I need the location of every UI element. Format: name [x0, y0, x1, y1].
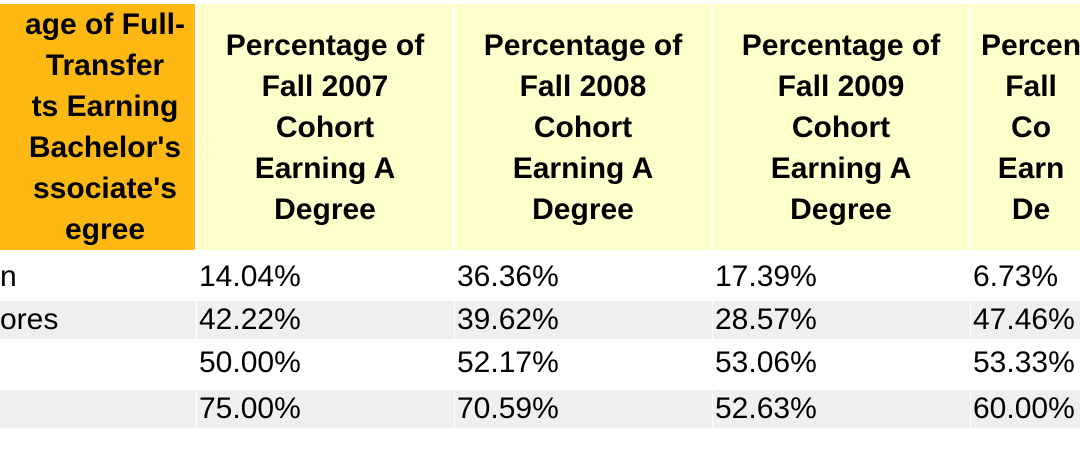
table-cell: 70.59%	[457, 392, 559, 425]
header-fall-2008: Percentage of Fall 2008 Cohort Earning A…	[455, 4, 711, 250]
table-cell: 50.00%	[199, 346, 301, 379]
table-cell: 42.22%	[199, 303, 301, 336]
column-divider	[196, 250, 197, 434]
header-line: Degree	[532, 192, 634, 226]
column-divider	[454, 250, 455, 434]
table-row: 50.00% 52.17% 53.06% 53.33%	[0, 344, 1080, 382]
header-line: Degree	[790, 192, 892, 226]
header-line: Degree	[274, 192, 376, 226]
header-line: Earning A	[254, 151, 396, 185]
header-line: Cohort	[533, 110, 633, 144]
table-row: 75.00% 70.59% 52.63% 60.00%	[0, 390, 1080, 428]
header-line: Cohort	[791, 110, 891, 144]
table-row: ores 42.22% 39.62% 28.57% 47.46%	[0, 301, 1080, 339]
header-line: Percentage of	[225, 28, 425, 62]
header-first-line: ts Earning	[31, 90, 179, 123]
header-fall-2010-partial: Percen Fall Co Earn De	[971, 4, 1080, 250]
header-fall-2007: Percentage of Fall 2007 Cohort Earning A…	[197, 4, 453, 250]
table-cell: 75.00%	[199, 392, 301, 425]
table-cell: 60.00%	[973, 392, 1075, 425]
table-cell: 17.39%	[715, 260, 817, 293]
header-first-line: Bachelor's	[28, 131, 182, 164]
table-cell: 52.63%	[715, 392, 817, 425]
header-line: Percentage of	[741, 28, 941, 62]
header-fall-2009: Percentage of Fall 2009 Cohort Earning A…	[713, 4, 969, 250]
table-cell: 14.04%	[199, 260, 301, 293]
table-cell: 52.17%	[457, 346, 559, 379]
header-line: Earning A	[512, 151, 654, 185]
row-label	[0, 344, 190, 382]
column-divider	[712, 250, 713, 434]
table-row: n 14.04% 36.36% 17.39% 6.73%	[0, 258, 1080, 296]
header-line: De	[1011, 192, 1051, 226]
header-first-column: age of Full- Transfer ts Earning Bachelo…	[0, 4, 195, 250]
header-first-line: ssociate's	[33, 172, 177, 205]
header-first-line: age of Full-	[25, 8, 185, 41]
table-cell: 36.36%	[457, 260, 559, 293]
row-label: n	[0, 260, 17, 293]
header-line: Percen	[981, 28, 1080, 62]
header-line: Fall	[1005, 69, 1057, 103]
header-line: Cohort	[275, 110, 375, 144]
header-line: Fall 2007	[261, 69, 389, 103]
header-line: Earning A	[770, 151, 912, 185]
table-cell: 39.62%	[457, 303, 559, 336]
row-label: ores	[0, 303, 59, 336]
table-cell: 47.46%	[973, 303, 1075, 336]
table-cell: 28.57%	[715, 303, 817, 336]
column-divider	[970, 250, 971, 434]
row-label	[0, 390, 190, 428]
header-line: Co	[1011, 110, 1052, 144]
table-cell: 53.33%	[973, 346, 1075, 379]
table-cell: 6.73%	[973, 260, 1059, 293]
header-line: Earn	[997, 151, 1065, 185]
header-line: Percentage of	[483, 28, 683, 62]
header-first-line: egree	[64, 213, 146, 246]
header-line: Fall 2008	[519, 69, 647, 103]
header-first-line: Transfer	[45, 49, 165, 82]
table-cell: 53.06%	[715, 346, 817, 379]
header-line: Fall 2009	[777, 69, 905, 103]
